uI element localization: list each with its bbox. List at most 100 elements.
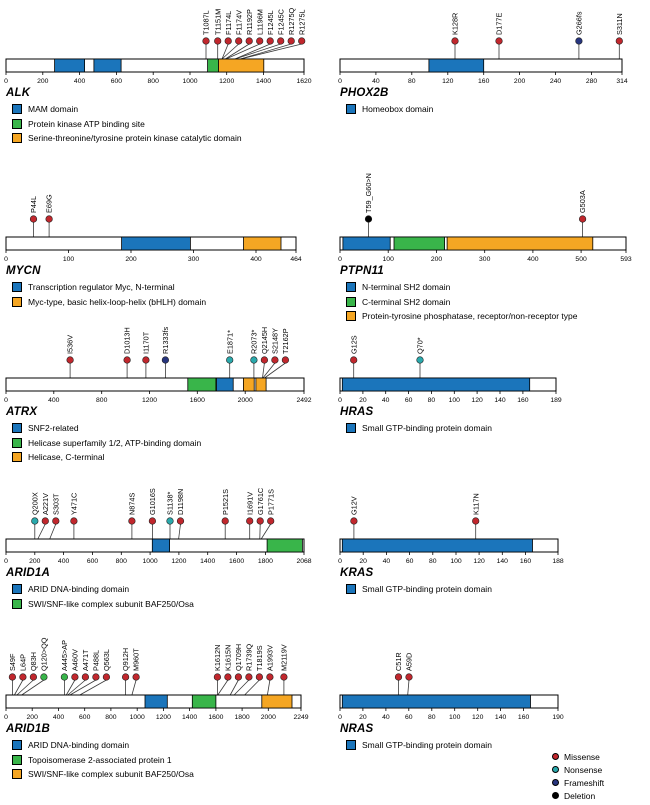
- mutation-stem: [225, 43, 260, 60]
- domain-box: [187, 377, 217, 392]
- axis-tick-label: 2249: [293, 714, 308, 721]
- gene-name: KRAS: [340, 567, 374, 579]
- mutation-dot: [277, 37, 285, 45]
- mutation-label: G12V: [350, 496, 359, 515]
- mutation-label: K1615N: [224, 645, 233, 671]
- mutation-dot: [41, 517, 49, 525]
- domain-box: [428, 58, 485, 73]
- mutation-label: A59D: [405, 653, 414, 671]
- mutation-label: T1151M: [213, 9, 222, 35]
- domain-legend-label: MAM domain: [28, 104, 79, 115]
- mutation-dot: [45, 215, 53, 223]
- domain-color-swatch: [12, 423, 22, 434]
- mutation-label: I1691V: [245, 492, 254, 515]
- mutation-label: A445>AP: [60, 640, 69, 671]
- mutation-label: S49F: [8, 653, 17, 671]
- domain-legend-item: ARID DNA-binding domain: [12, 738, 313, 753]
- mutation-stem: [69, 679, 97, 696]
- domain-color-swatch: [12, 437, 22, 448]
- domain-legend-label: Serine-threonine/tyrosine protein kinase…: [28, 133, 242, 144]
- axis-tick-label: 0: [338, 558, 342, 565]
- mutation-stem: [229, 679, 239, 696]
- mutation-dot: [575, 37, 583, 45]
- mutation-label: P1771S: [266, 489, 275, 515]
- mutation-dot: [267, 517, 275, 525]
- NRAS-lollipop-plot: 0 20 40 60 80 100 120 140 160 190 C51R A59D: [338, 652, 564, 721]
- axis-tick-label: 40: [372, 78, 380, 85]
- domain-legend-label: SWI/SNF-like complex subunit BAF250/Osa: [28, 769, 194, 780]
- domain-color-swatch: [12, 769, 22, 780]
- gene-panel-PTPN11: 0 100 200 300 400 500 593 T59_G60>N G503A PTPN11 N…: [336, 166, 638, 324]
- mutation-dot: [287, 37, 295, 45]
- axis-tick-label: 20: [359, 558, 367, 565]
- axis-tick-label: 1620: [296, 78, 311, 85]
- domain-box: [393, 236, 445, 251]
- axis-tick-label: 120: [472, 714, 484, 721]
- axis-tick-label: 140: [494, 397, 506, 404]
- mutation-label: Q70*: [416, 337, 425, 354]
- axis-tick-label: 400: [53, 714, 65, 721]
- mutation-label: S1138*: [166, 491, 175, 515]
- axis-tick-label: 464: [290, 256, 302, 263]
- gene-panel-ATRX: 0 400 800 1200 1600 2000 2492 I536V D1013H I1170T…: [2, 316, 316, 465]
- mutation-dot: [250, 356, 258, 364]
- axis-tick-label: 1400: [200, 558, 215, 565]
- domain-box: [144, 694, 168, 709]
- domain-legend-label: Helicase superfamily 1/2, ATP-binding do…: [28, 437, 202, 448]
- domain-legend-label: Transcription regulator Myc, N-terminal: [28, 282, 175, 293]
- axis-tick-label: 400: [527, 256, 539, 263]
- mutation-dot: [70, 517, 78, 525]
- mutation-stem: [49, 523, 57, 540]
- mutation-dot: [350, 356, 358, 364]
- gene-panel-ALK: 0 200 400 600 800 1000 1200 1400 1620 T1087L T1151…: [2, 2, 316, 146]
- domain-color-swatch: [346, 584, 356, 595]
- mutation-stem: [407, 679, 410, 696]
- mutation-dot: [255, 673, 263, 681]
- domain-box: [342, 236, 391, 251]
- axis-tick-label: 1000: [130, 714, 145, 721]
- mutation-stem: [217, 679, 229, 696]
- domain-legend-item: Homeobox domain: [346, 102, 634, 117]
- mutation-dot: [281, 356, 290, 364]
- axis-tick-label: 0: [338, 397, 342, 404]
- axis-tick-label: 200: [514, 78, 526, 85]
- axis-tick-label: 500: [575, 256, 587, 263]
- domain-legend-item: Small GTP-binding protein domain: [346, 738, 570, 753]
- domain-legend-label: C-terminal SH2 domain: [362, 296, 451, 307]
- mutation-stem: [221, 43, 239, 60]
- domain-legend-label: Small GTP-binding protein domain: [362, 740, 492, 751]
- mutation-dot: [394, 673, 403, 681]
- axis-tick-label: 0: [338, 78, 342, 85]
- mutation-dot: [226, 356, 234, 364]
- type-legend-label: Deletion: [564, 790, 596, 801]
- domain-color-swatch: [346, 282, 356, 293]
- mutation-stem: [234, 43, 271, 60]
- axis-tick-label: 314: [616, 78, 628, 85]
- mutation-stem: [178, 523, 181, 540]
- axis-tick-label: 188: [552, 558, 564, 565]
- domain-legend: MAM domain Protein kinase ATP binding sit…: [12, 102, 316, 146]
- KRAS-lollipop-plot: 0 20 40 60 80 100 120 140 160 188 G12V K117N: [338, 493, 564, 565]
- mutation-stem: [262, 362, 265, 379]
- axis-tick-label: 400: [74, 78, 86, 85]
- gene-name: ATRX: [6, 406, 38, 418]
- mutation-dot: [350, 517, 358, 525]
- axis-tick-label: 593: [620, 256, 632, 263]
- gene-name: ARID1B: [6, 723, 51, 735]
- domain-color-swatch: [12, 104, 22, 115]
- mutation-label: R1275Q: [287, 7, 296, 35]
- mutation-label: R2073*: [250, 329, 259, 354]
- mutation-dot: [472, 517, 480, 525]
- mutation-label: D1013H: [123, 327, 132, 354]
- axis-tick-label: 800: [148, 78, 160, 85]
- gene-panel-MYCN: 0 100 200 300 400 464 P44L E69G MYCN Transcriptio…: [2, 166, 308, 309]
- mutation-label: I1170T: [142, 331, 151, 354]
- domain-box: [341, 377, 531, 392]
- mutation-label: K117N: [471, 493, 480, 515]
- domain-legend-item: ARID DNA-binding domain: [12, 582, 316, 597]
- axis-tick-label: 1200: [156, 714, 171, 721]
- domain-legend-label: ARID DNA-binding domain: [28, 584, 130, 595]
- mutation-dot: [81, 673, 89, 681]
- domain-legend-label: Helicase, C-terminal: [28, 452, 105, 463]
- type-legend-item: Deletion: [552, 789, 604, 802]
